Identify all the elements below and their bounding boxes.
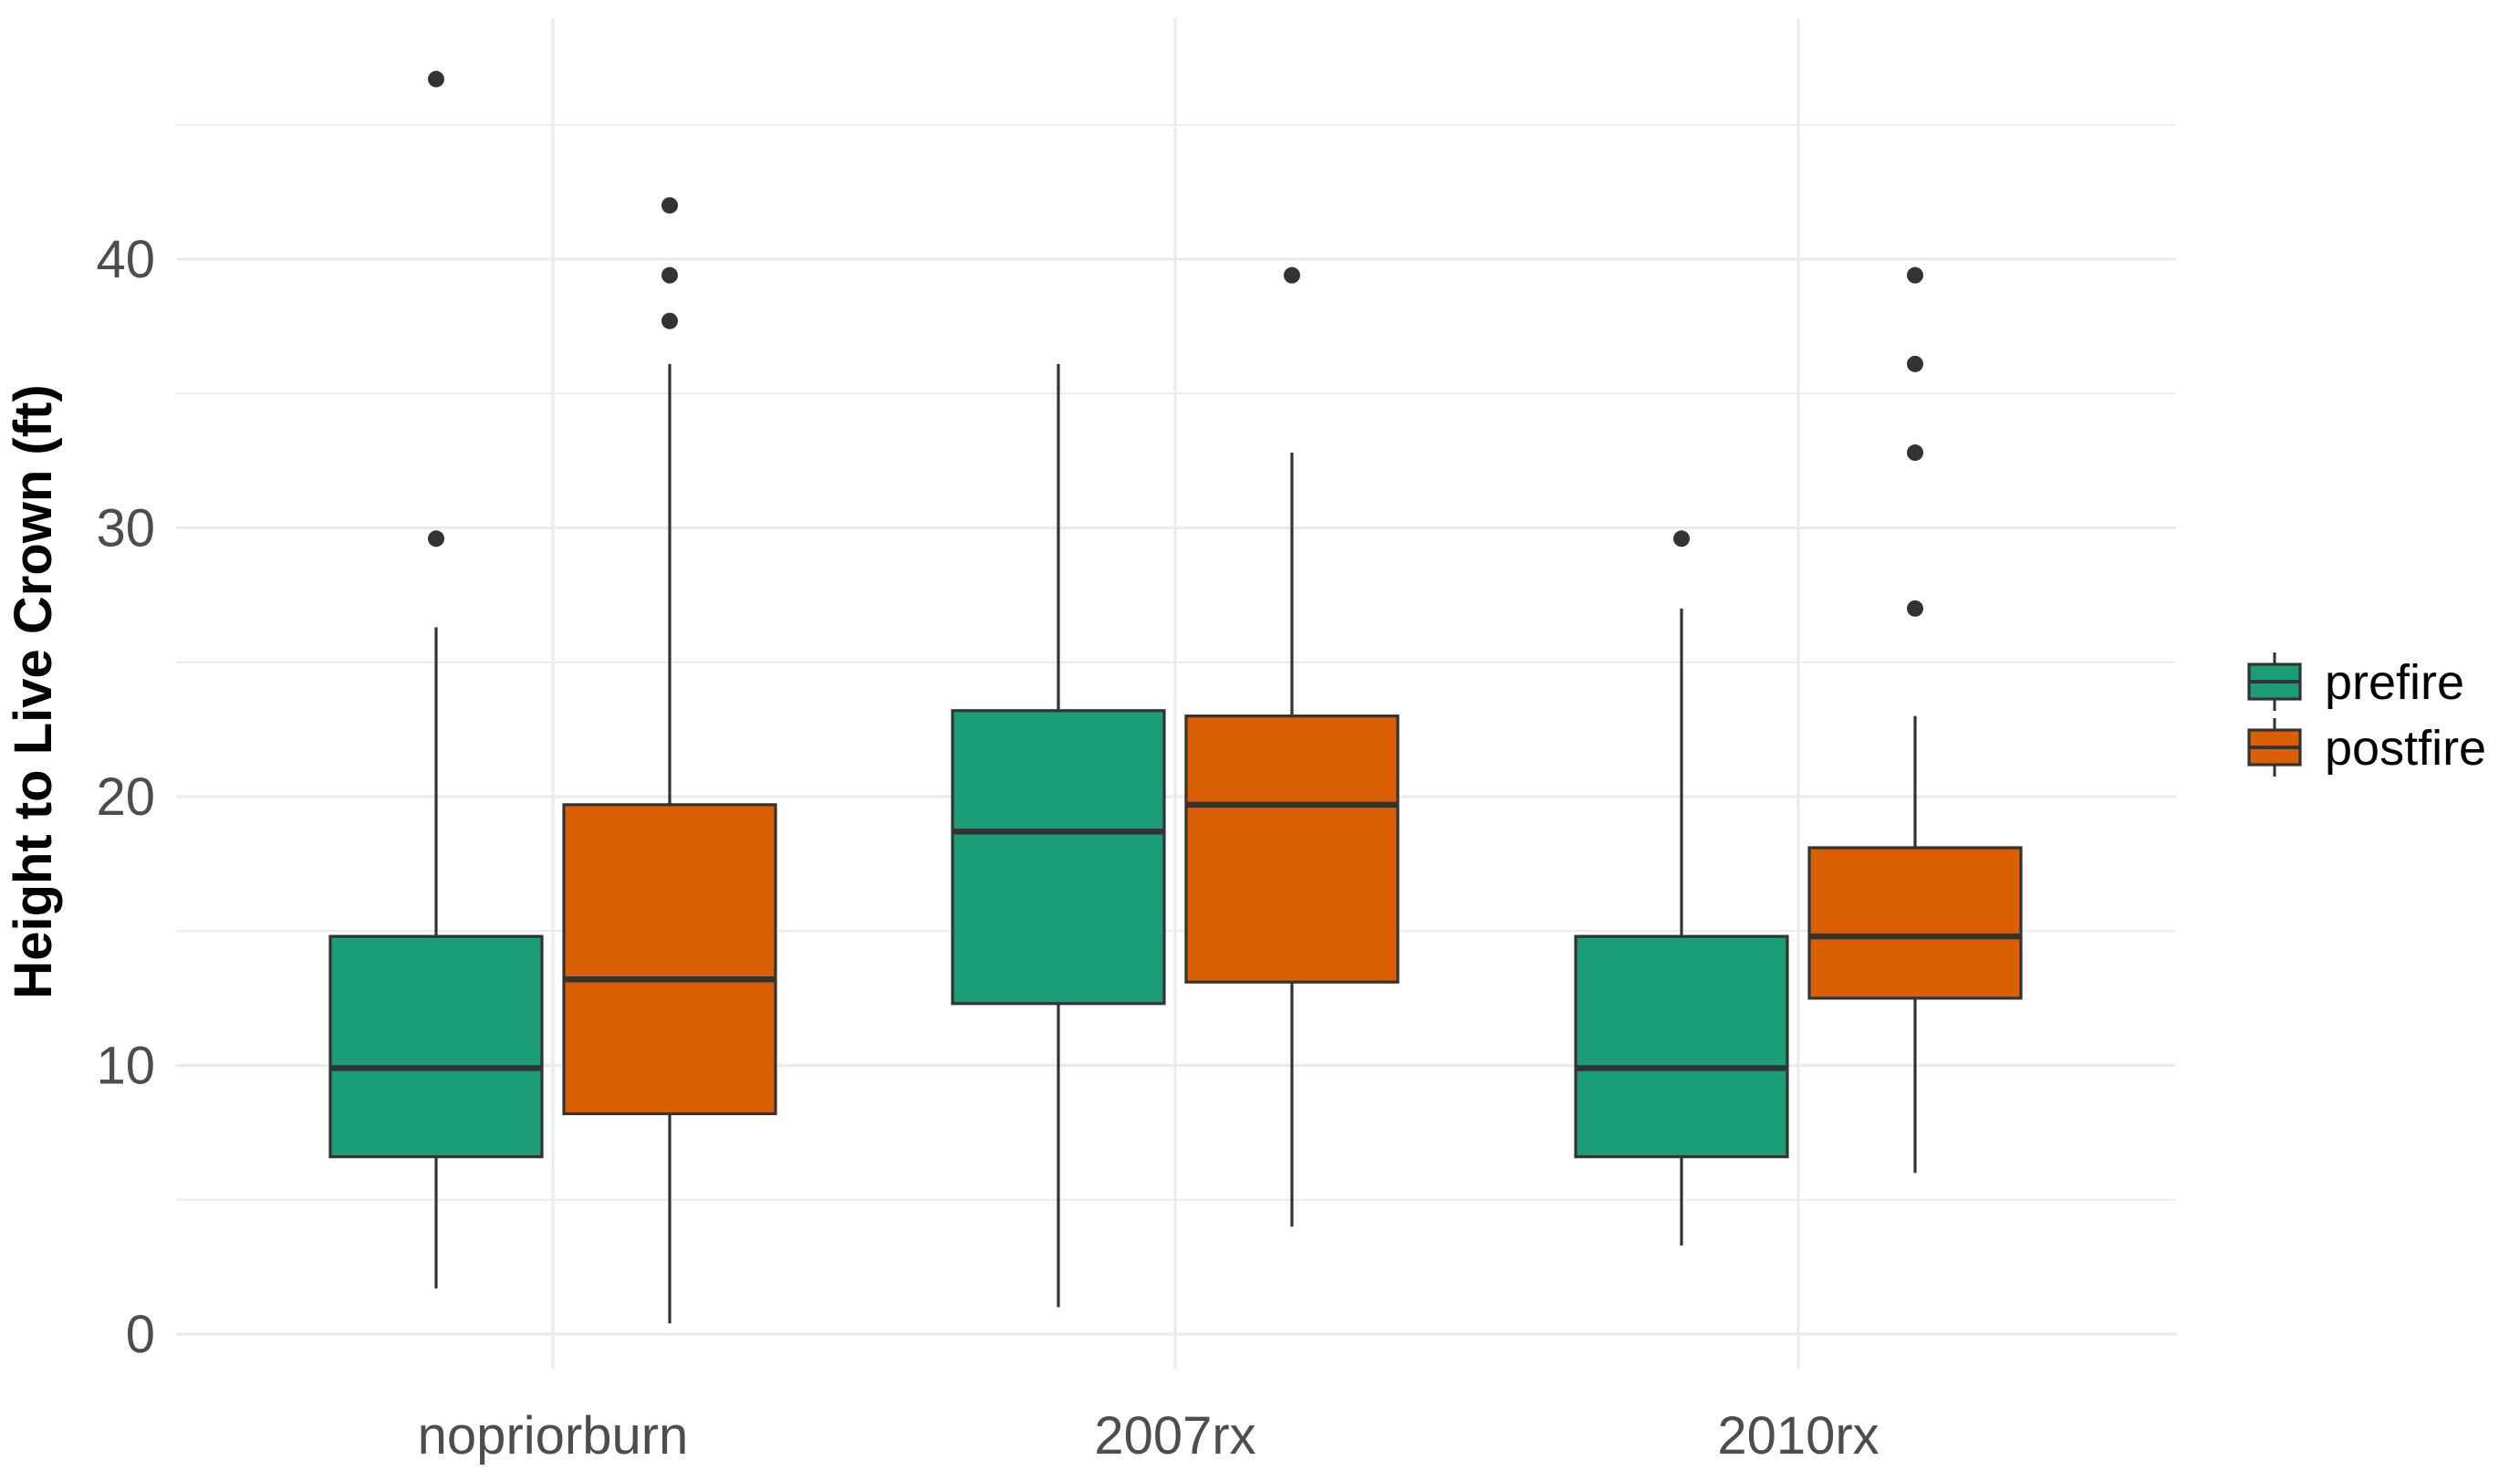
outlier-point	[661, 312, 678, 329]
y-tick-label: 30	[96, 499, 155, 558]
outlier-point	[1907, 355, 1923, 372]
y-tick-label: 40	[96, 230, 155, 289]
y-tick-label: 0	[126, 1305, 155, 1364]
box-body	[1574, 934, 1789, 1159]
outlier-point	[1907, 444, 1923, 462]
y-tick-label: 10	[96, 1037, 155, 1096]
grid-lines	[176, 18, 2176, 1369]
box-body	[328, 934, 544, 1159]
box-prefire-nopriorburn	[328, 70, 544, 1288]
legend-label: prefire	[2325, 655, 2464, 710]
box-postfire-2010rx	[1807, 266, 2023, 1174]
outlier-point	[428, 530, 444, 548]
legend: prefire postfire	[2247, 652, 2486, 777]
x-tick-label: nopriorburn	[418, 1406, 689, 1466]
box-prefire-2010rx	[1574, 530, 1789, 1246]
box-body	[951, 709, 1166, 1006]
outlier-point	[1673, 530, 1690, 548]
box-postfire-2007rx	[1184, 266, 1400, 1227]
outlier-point	[661, 266, 678, 284]
legend-item-postfire: postfire	[2247, 718, 2486, 777]
box-body	[562, 803, 777, 1116]
y-axis-ticks: 0 10 20 30 40	[96, 230, 155, 1364]
x-tick-label: 2007rx	[1094, 1406, 1255, 1466]
box-prefire-2007rx	[951, 363, 1166, 1308]
box-postfire-nopriorburn	[562, 197, 777, 1324]
outlier-point	[1907, 600, 1923, 617]
box-body	[1184, 715, 1400, 984]
legend-label: postfire	[2325, 721, 2486, 776]
x-axis-ticks: nopriorburn 2007rx 2010rx	[418, 1406, 1880, 1466]
box-groups	[328, 70, 2023, 1324]
y-axis-title: Height to Live Crown (ft)	[4, 384, 63, 998]
box-body	[1807, 846, 2023, 1000]
legend-item-prefire: prefire	[2247, 652, 2464, 711]
y-tick-label: 20	[96, 767, 155, 827]
x-tick-label: 2010rx	[1717, 1406, 1879, 1466]
outlier-point	[1284, 266, 1300, 284]
outlier-point	[661, 197, 678, 214]
outlier-point	[1907, 266, 1923, 284]
outlier-point	[428, 70, 444, 88]
